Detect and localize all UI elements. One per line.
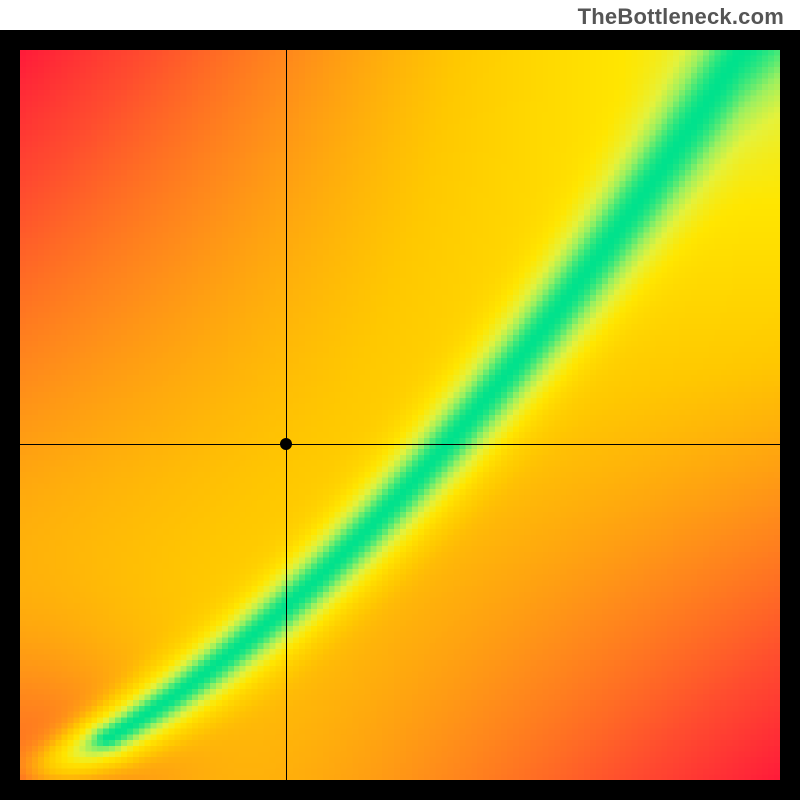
attribution-text: TheBottleneck.com	[578, 4, 784, 30]
crosshair-vertical	[286, 50, 287, 780]
heatmap-frame	[0, 30, 800, 800]
crosshair-marker	[280, 438, 292, 450]
bottleneck-heatmap	[20, 50, 780, 780]
crosshair-horizontal	[20, 444, 780, 445]
chart-container: TheBottleneck.com	[0, 0, 800, 800]
